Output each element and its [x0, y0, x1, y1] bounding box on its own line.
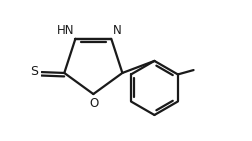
Text: HN: HN — [56, 24, 74, 37]
Text: O: O — [89, 97, 98, 110]
Text: S: S — [30, 65, 38, 78]
Text: N: N — [112, 24, 121, 37]
